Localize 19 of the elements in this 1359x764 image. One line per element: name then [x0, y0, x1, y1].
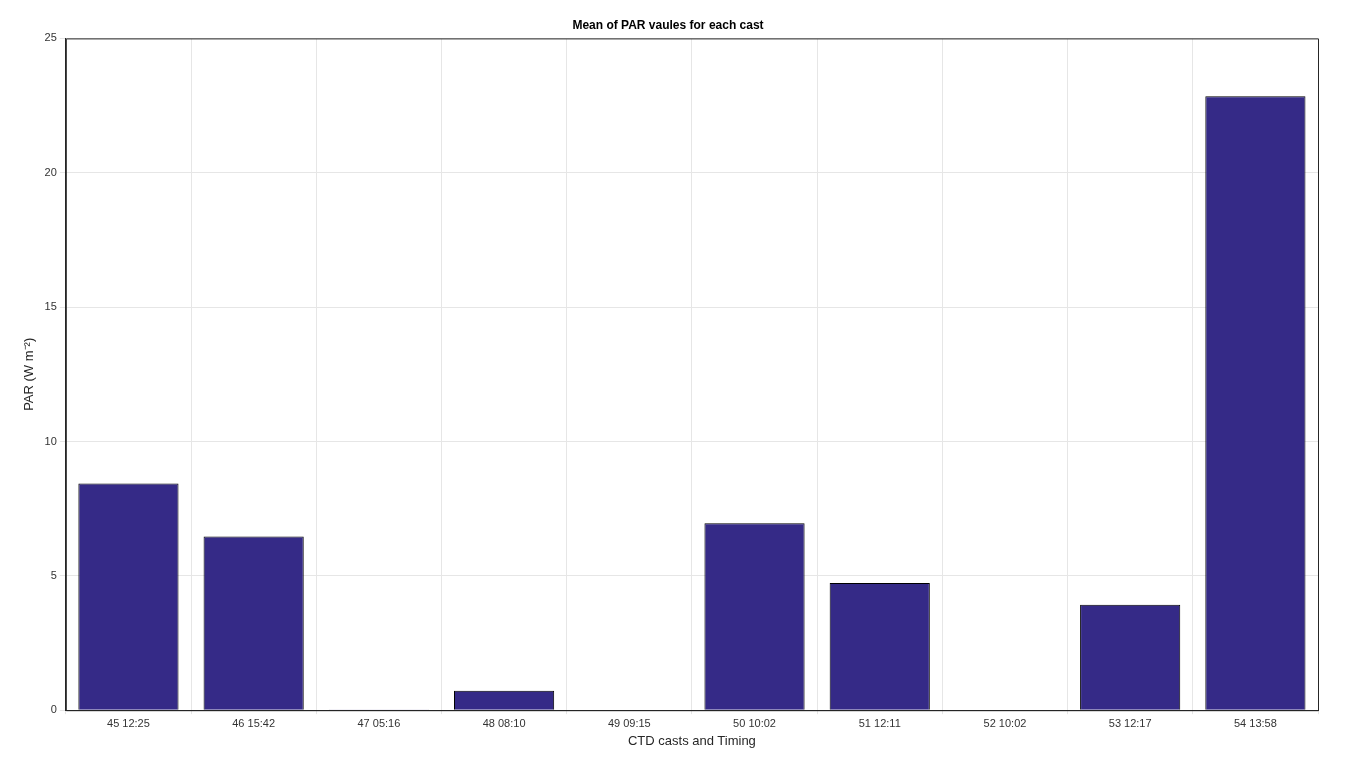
x-tick-label: 48 08:10: [482, 716, 526, 729]
x-tick-label: 49 09:15: [607, 716, 651, 729]
y-tick-label: 10: [44, 434, 57, 447]
y-tick-label: 15: [44, 300, 57, 313]
y-tick-label: 20: [44, 165, 57, 178]
x-tick-label: 50 10:02: [733, 716, 776, 729]
x-tick-label: 46 15:42: [232, 716, 276, 729]
x-tick-label: 45 12:25: [107, 716, 150, 729]
y-axis-title: PAR (W m⁻²): [21, 337, 37, 411]
x-tick-label: 52 10:02: [983, 716, 1027, 729]
x-tick-label: 54 13:58: [1233, 716, 1277, 729]
x-axis-title: CTD casts and Timing: [627, 732, 756, 748]
y-tick-label: 25: [44, 31, 57, 44]
chart-title: Mean of PAR vaules for each cast: [572, 17, 764, 32]
x-tick-label: 53 12:17: [1108, 716, 1152, 729]
y-tick-label: 0: [50, 703, 57, 716]
x-tick-label: 51 12:11: [858, 716, 901, 729]
x-tick-label: 47 05:16: [357, 716, 401, 729]
y-tick-label: 5: [50, 568, 57, 581]
